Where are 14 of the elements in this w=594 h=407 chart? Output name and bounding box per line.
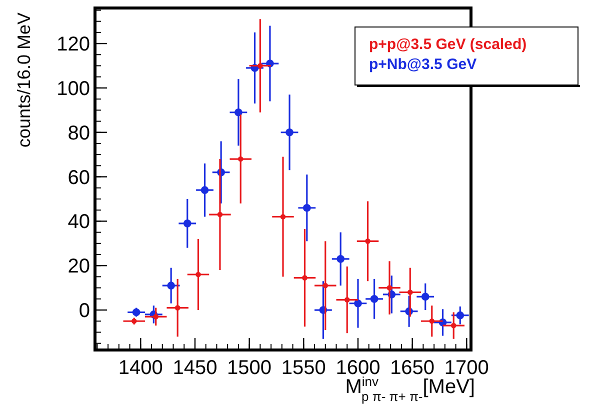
x-tick-label: 1450 — [172, 357, 218, 379]
y-tick-label: 80 — [68, 122, 90, 144]
y-tick-label: 100 — [56, 78, 90, 100]
x-tick-label: 1500 — [227, 357, 272, 379]
y-tick-label: 60 — [68, 166, 90, 189]
text: p+Nb@3.5 GeV — [369, 56, 477, 73]
x-tick-label: 1550 — [281, 357, 326, 379]
y-tick-label: 0 — [78, 300, 90, 322]
text: p+p@3.5 GeV (scaled) — [369, 36, 527, 53]
y-tick-label: 120 — [56, 34, 90, 56]
y-tick-label: 40 — [68, 211, 90, 234]
y-tick-label: 20 — [68, 256, 90, 278]
x-tick-label: 1400 — [118, 357, 163, 379]
y-axis-title: counts/16.0 MeV — [14, 12, 34, 148]
